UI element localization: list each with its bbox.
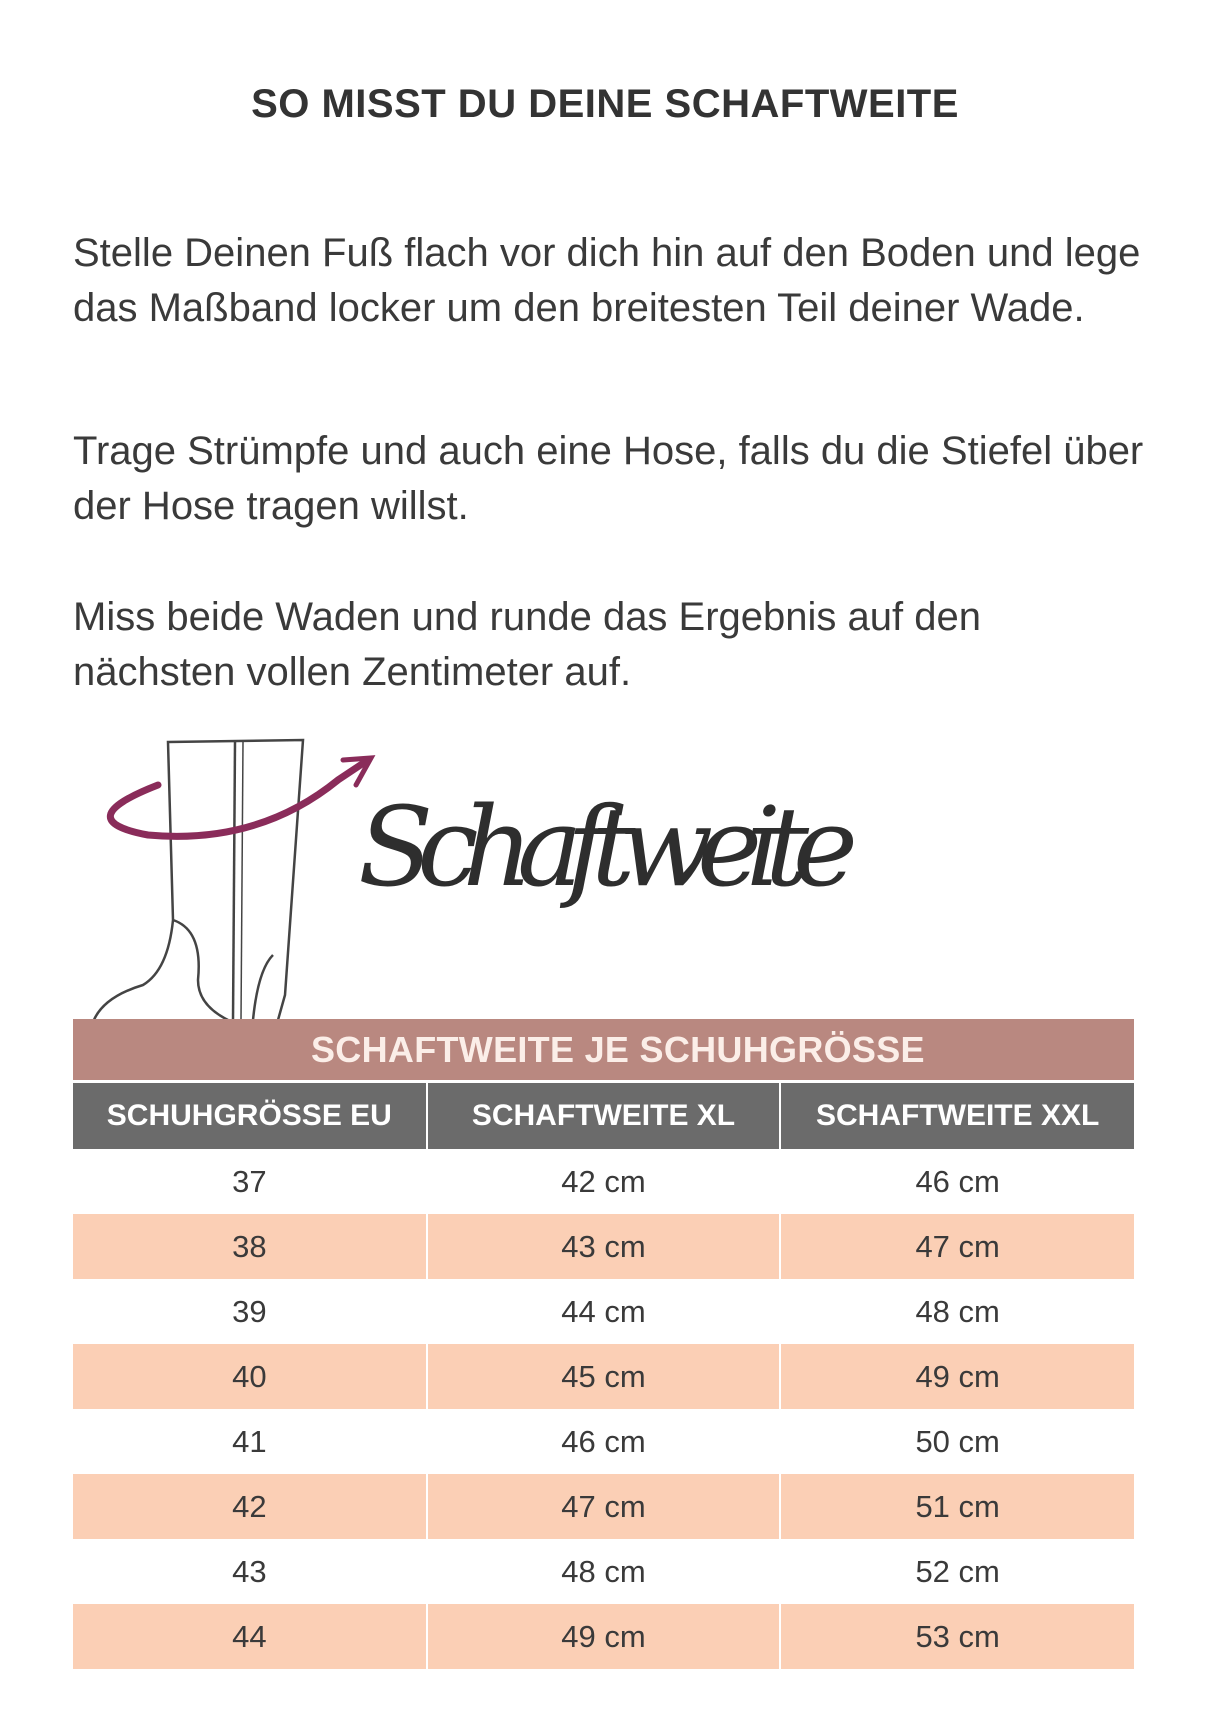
script-label: Schaftweite <box>358 783 858 911</box>
cell-shoe-size: 43 <box>232 1553 267 1589</box>
table-header-row: SCHUHGRÖSSE EU SCHAFTWEITE XL SCHAFTWEIT… <box>73 1083 1134 1149</box>
table-row: 42 47 cm 51 cm <box>73 1474 1134 1539</box>
cell-shaft-xxl: 50 cm <box>779 1409 1134 1474</box>
measure-arrow-icon <box>107 755 376 840</box>
header-shoe-size: SCHUHGRÖSSE EU <box>73 1083 427 1149</box>
header-shaft-xxl: SCHAFTWEITE XXL <box>779 1083 1134 1149</box>
cell-shaft-xxl: 49 cm <box>779 1344 1134 1409</box>
cell-shaft-xl: 48 cm <box>425 1539 781 1604</box>
cell-shaft-xl: 43 cm <box>425 1214 781 1279</box>
size-table: SCHUHGRÖSSE EU SCHAFTWEITE XL SCHAFTWEIT… <box>73 1083 1134 1669</box>
header-shaft-xl: SCHAFTWEITE XL <box>425 1083 781 1149</box>
cell-shaft-xl: 49 cm <box>425 1604 781 1669</box>
page-title: SO MISST DU DEINE SCHAFTWEITE <box>251 82 959 126</box>
table-row: 44 49 cm 53 cm <box>73 1604 1134 1669</box>
cell-shoe-size: 40 <box>73 1344 427 1409</box>
cell-shaft-xxl: 46 cm <box>779 1149 1134 1214</box>
cell-shoe-size: 37 <box>232 1163 267 1199</box>
table-band-title: SCHAFTWEITE JE SCHUHGRÖSSE <box>73 1019 1134 1080</box>
cell-shaft-xl: 45 cm <box>425 1344 781 1409</box>
instruction-paragraph-2: Trage Strümpfe und auch eine Hose, falls… <box>73 429 1144 528</box>
table-row: 40 45 cm 49 cm <box>73 1344 1134 1409</box>
cell-shaft-xl: 47 cm <box>425 1474 781 1539</box>
cell-shaft-xxl: 48 cm <box>779 1279 1134 1344</box>
table-row: 37 42 cm 46 cm <box>73 1149 1134 1214</box>
instruction-paragraph-1: Stelle Deinen Fuß flach vor dich hin auf… <box>73 231 1141 330</box>
cell-shaft-xl: 42 cm <box>425 1149 781 1214</box>
table-row: 41 46 cm 50 cm <box>73 1409 1134 1474</box>
table-row: 43 48 cm 52 cm <box>73 1539 1134 1604</box>
boot-measurement-illustration: Schaftweite <box>88 738 858 1059</box>
cell-shoe-size: 39 <box>232 1293 267 1329</box>
cell-shaft-xxl: 52 cm <box>779 1539 1134 1604</box>
boot-icon <box>88 738 305 1059</box>
cell-shoe-size: 38 <box>73 1214 427 1279</box>
cell-shaft-xxl: 53 cm <box>779 1604 1134 1669</box>
cell-shoe-size: 41 <box>232 1423 267 1459</box>
cell-shoe-size: 42 <box>73 1474 427 1539</box>
table-row: 39 44 cm 48 cm <box>73 1279 1134 1344</box>
table-row: 38 43 cm 47 cm <box>73 1214 1134 1279</box>
cell-shaft-xl: 46 cm <box>425 1409 781 1474</box>
cell-shoe-size: 44 <box>73 1604 427 1669</box>
cell-shaft-xl: 44 cm <box>425 1279 781 1344</box>
table-band-title-text: SCHAFTWEITE JE SCHUHGRÖSSE <box>311 1029 925 1070</box>
cell-shaft-xxl: 47 cm <box>779 1214 1134 1279</box>
instruction-paragraph-3: Miss beide Waden und runde das Ergebnis … <box>73 595 981 694</box>
cell-shaft-xxl: 51 cm <box>779 1474 1134 1539</box>
